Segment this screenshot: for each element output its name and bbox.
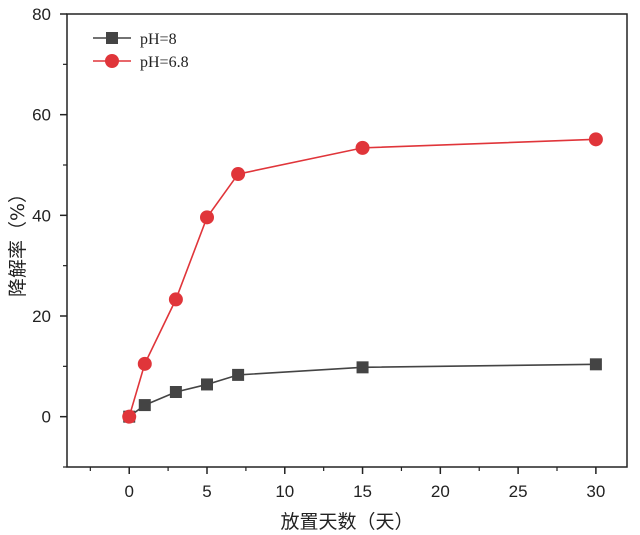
data-point-0-1 [138,399,151,412]
data-point-0-6 [589,358,602,371]
data-point-1-3 [200,210,214,225]
data-point-0-3 [201,378,213,391]
series-1-line [128,138,596,417]
x-tick-label-10: 10 [275,482,294,501]
data-point-1-4 [231,167,246,182]
series-layer [122,132,603,424]
x-tick-label-15: 15 [353,482,372,501]
y-tick-label-40: 40 [32,206,51,225]
data-point-1-1 [137,356,152,371]
data-point-0-2 [169,386,182,399]
y-tick-label-60: 60 [32,106,51,125]
x-tick-label-20: 20 [431,482,450,501]
plot-border [66,13,628,468]
legend-marker-0 [106,32,118,44]
y-tick-label-0: 0 [42,408,51,427]
data-point-0-5 [356,361,369,374]
data-point-0-4 [232,368,245,381]
x-tick-label-5: 5 [202,482,211,501]
x-axis-title: 放置天数（天） [280,511,413,533]
data-point-1-2 [168,292,183,307]
legend-marker-1 [105,54,119,68]
x-tick-label-25: 25 [509,482,528,501]
y-axis: 0 20 40 60 80 [32,5,67,468]
data-point-1-0 [122,409,137,424]
legend-label-1: pH=6.8 [140,54,189,71]
data-point-1-6 [588,132,603,147]
x-tick-label-0: 0 [124,482,133,501]
series-0 [123,358,602,423]
y-tick-label-20: 20 [32,307,51,326]
plot-frame [66,13,628,468]
x-axis: 0 5 10 15 20 25 30 [89,467,605,501]
data-point-1-5 [355,140,370,155]
legend: pH=8 pH=6.8 [93,31,189,71]
y-axis-title: 降解率（%） [7,184,29,297]
x-tick-label-30: 30 [586,482,605,501]
y-tick-label-80: 80 [32,5,51,24]
series-1 [122,132,603,424]
legend-label-0: pH=8 [140,31,177,48]
